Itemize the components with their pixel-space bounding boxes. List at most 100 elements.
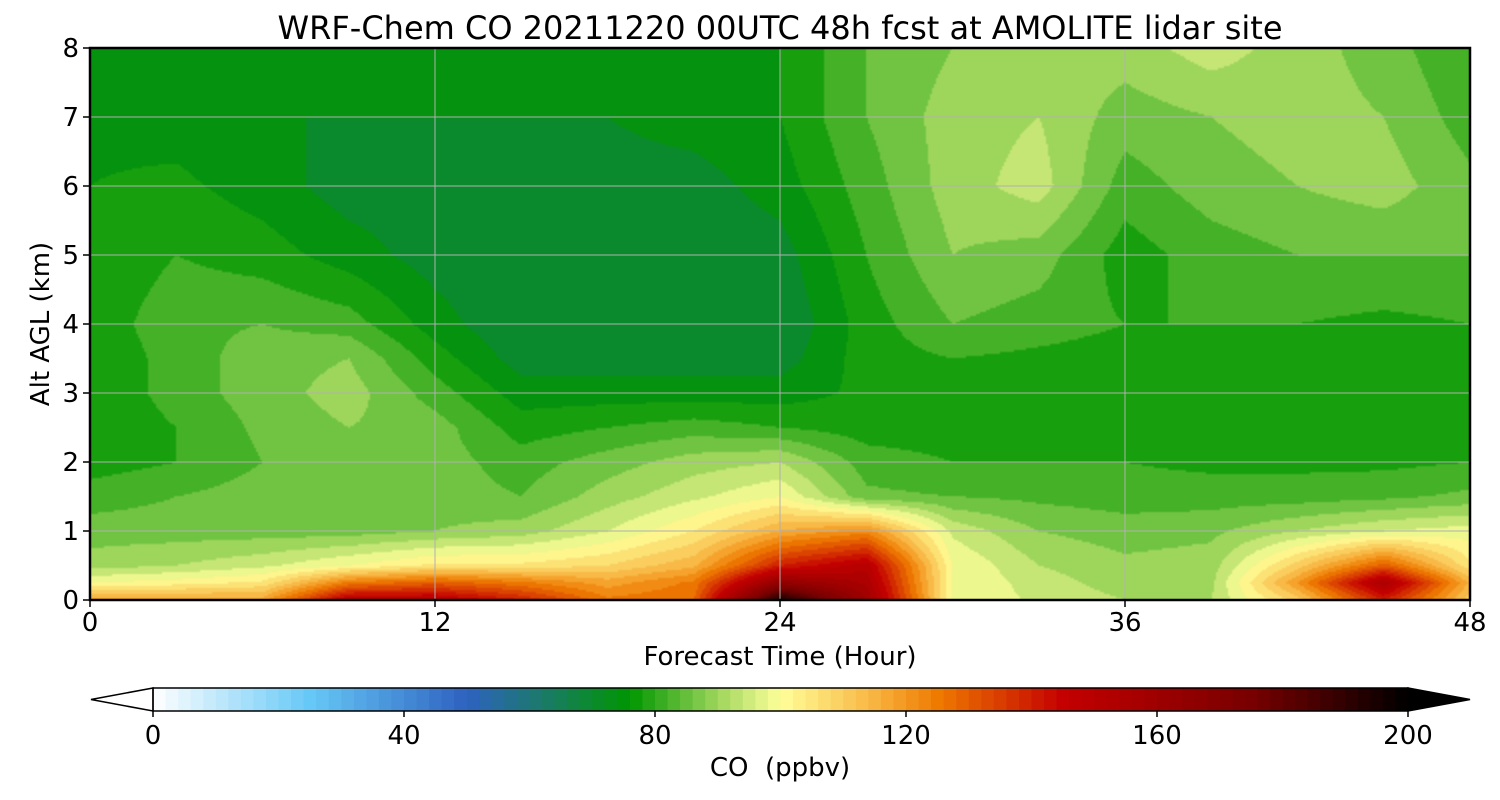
colorbar-segment	[253, 688, 267, 711]
colorbar-segment	[855, 688, 869, 711]
colorbar-tick-label: 0	[145, 721, 162, 751]
colorbar-segment	[1106, 688, 1120, 711]
colorbar-segment	[680, 688, 694, 711]
colorbar-segment	[1257, 688, 1271, 711]
colorbar-segment	[1194, 688, 1208, 711]
colorbar-segment	[1382, 688, 1397, 711]
colorbar-segment	[742, 688, 756, 711]
colorbar-segment	[906, 688, 920, 711]
colorbar-segment	[316, 688, 330, 711]
colorbar-segment	[931, 688, 945, 711]
colorbar-segment	[830, 688, 844, 711]
colorbar-segment	[190, 688, 204, 711]
colorbar-segment	[516, 688, 531, 711]
colorbar-segment	[416, 688, 430, 711]
colorbar-segment	[491, 688, 505, 711]
y-tick-label: 7	[62, 103, 79, 133]
colorbar-segment	[504, 688, 518, 711]
y-axis: 0 1 2 3 4 5 6 7 8	[62, 34, 90, 616]
colorbar-segment	[1357, 688, 1371, 711]
x-axis: 0 12 24 36 48	[82, 600, 1487, 638]
colorbar-segment	[1119, 688, 1133, 711]
colorbar-segment	[454, 688, 468, 711]
colorbar-segment	[429, 688, 443, 711]
colorbar-segment	[1207, 688, 1221, 711]
colorbar-segment	[278, 688, 292, 711]
colorbar-segment	[165, 688, 179, 711]
colorbar-segment	[391, 688, 405, 711]
colorbar-segment	[667, 688, 681, 711]
colorbar-segment	[893, 688, 907, 711]
colorbar-segment	[604, 688, 618, 711]
colorbar-segment	[466, 688, 480, 711]
y-tick-label: 1	[62, 517, 79, 547]
colorbar-segment	[215, 688, 229, 711]
colorbar-segment	[265, 688, 280, 711]
colorbar-segment	[579, 688, 593, 711]
chart-title: WRF-Chem CO 20211220 00UTC 48h fcst at A…	[277, 9, 1282, 47]
colorbar-segment	[755, 688, 769, 711]
colorbar-segment	[203, 688, 217, 711]
colorbar-tick-label: 80	[638, 721, 671, 751]
colorbar-segment	[441, 688, 455, 711]
colorbar-segment	[868, 688, 882, 711]
colorbar-segment	[943, 688, 957, 711]
colorbar-segment	[818, 688, 832, 711]
colorbar-segment	[968, 688, 982, 711]
colorbar-segment	[554, 688, 568, 711]
colorbar-segment	[1131, 688, 1146, 711]
colorbar-segment	[1370, 688, 1384, 711]
colorbar-segment	[767, 688, 782, 711]
y-tick-label: 2	[62, 448, 79, 478]
colorbar-segment	[692, 688, 706, 711]
colorbar-segment	[705, 688, 719, 711]
colorbar-segment	[805, 688, 819, 711]
colorbar-segment	[642, 688, 656, 711]
colorbar-segment	[956, 688, 970, 711]
colorbar-segment	[1056, 688, 1070, 711]
colorbar-segment	[1182, 688, 1196, 711]
colorbar-segment	[1219, 688, 1233, 711]
y-tick-label: 8	[62, 34, 79, 64]
colorbar-segment	[228, 688, 242, 711]
colorbar-segment	[567, 688, 581, 711]
colorbar-segment	[1320, 688, 1334, 711]
colorbar-segment	[1244, 688, 1258, 711]
colorbar-segment	[479, 688, 493, 711]
colorbar-segment	[629, 688, 644, 711]
colorbar-segment	[1094, 688, 1108, 711]
colorbar-segment	[1144, 688, 1158, 711]
colorbar-min-extension	[90, 687, 154, 712]
colorbar-frame	[152, 687, 1409, 712]
x-tick-label: 12	[418, 608, 451, 638]
colorbar-segment	[1307, 688, 1321, 711]
x-tick-label: 24	[763, 608, 796, 638]
colorbar-segment	[1044, 688, 1058, 711]
colorbar-segment	[1157, 688, 1171, 711]
colorbar-ticks: 0 40 80 120 160 200	[145, 711, 1433, 751]
colorbar-segment	[240, 688, 254, 711]
colorbar-segment	[993, 688, 1007, 711]
colorbar-tick-label: 200	[1383, 721, 1433, 751]
colorbar-segment	[353, 688, 367, 711]
colorbar-segment	[529, 688, 543, 711]
x-axis-label: Forecast Time (Hour)	[643, 642, 916, 672]
colorbar-segment	[730, 688, 744, 711]
colorbar-segment	[793, 688, 807, 711]
colorbar-segment	[1332, 688, 1346, 711]
colorbar-segment	[592, 688, 606, 711]
colorbar-segment	[1282, 688, 1296, 711]
y-tick-label: 6	[62, 172, 79, 202]
colorbar-segment	[291, 688, 305, 711]
colorbar-segment	[1345, 688, 1359, 711]
colorbar-segment	[843, 688, 857, 711]
colorbar	[90, 687, 1471, 712]
colorbar-segment	[918, 688, 932, 711]
colorbar-segment	[404, 688, 418, 711]
colorbar-segment	[1018, 688, 1033, 711]
y-tick-label: 5	[62, 241, 79, 271]
x-tick-label: 48	[1453, 608, 1486, 638]
colorbar-segment	[328, 688, 342, 711]
colorbar-segment	[1169, 688, 1183, 711]
colorbar-segment	[1069, 688, 1083, 711]
